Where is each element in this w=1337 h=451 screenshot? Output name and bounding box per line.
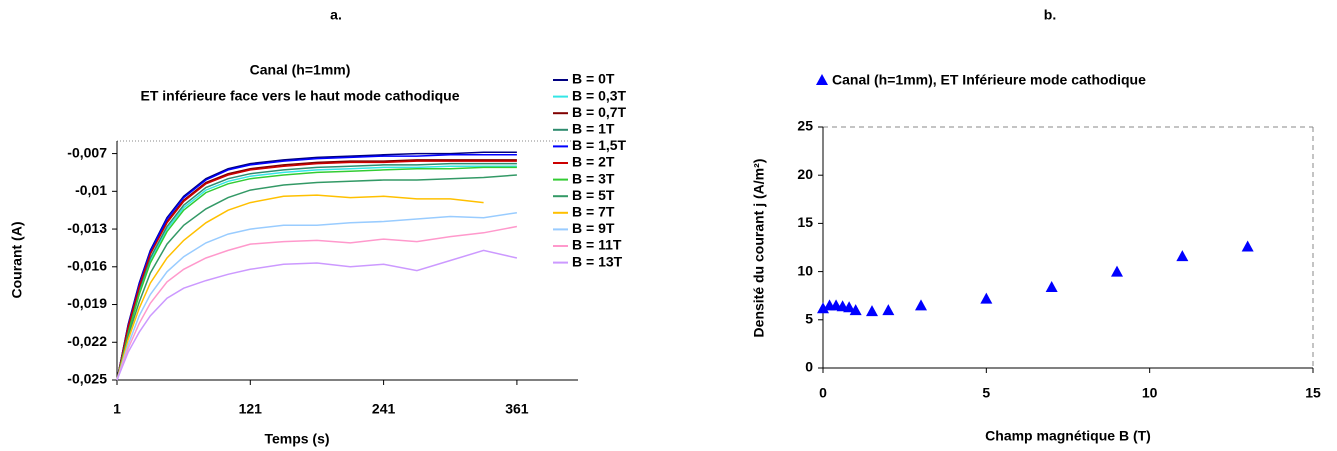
x-axis-label: Temps (s)	[264, 431, 329, 447]
y-tick-label: 20	[797, 166, 813, 182]
chart-subtitle: ET inférieure face vers le haut mode cat…	[141, 88, 460, 104]
series-line	[116, 154, 517, 381]
series-line	[116, 159, 517, 381]
point	[866, 305, 878, 317]
legend-label: B = 11T	[572, 237, 622, 253]
legend-label: B = 1T	[572, 121, 615, 137]
panel-label: b.	[1044, 7, 1056, 23]
legend-label: Canal (h=1mm), ET Inférieure mode cathod…	[832, 72, 1146, 88]
x-axis-label: Champ magnétique B (T)	[985, 428, 1151, 444]
series-line	[116, 166, 517, 381]
y-axis-label: Densité du courant j (A/m²)	[751, 159, 767, 338]
y-tick-label: 15	[797, 214, 813, 230]
legend-label: B = 0,3T	[572, 87, 627, 103]
legend-label: B = 0,7T	[572, 104, 627, 120]
series-line	[116, 162, 517, 381]
y-tick-label: -0,019	[67, 295, 107, 311]
point	[1045, 281, 1058, 293]
point	[1241, 240, 1254, 252]
y-axis-label: Courant (A)	[9, 222, 25, 299]
legend-label: B = 3T	[572, 170, 615, 186]
series-line	[116, 194, 484, 381]
x-tick-label: 15	[1305, 385, 1321, 401]
point	[843, 301, 856, 313]
legend-swatch	[816, 74, 828, 85]
y-tick-label: -0,025	[67, 371, 107, 387]
series-line	[116, 225, 518, 381]
point	[980, 292, 993, 304]
x-tick-label: 361	[505, 401, 529, 417]
legend-label: B = 0T	[572, 71, 615, 87]
point	[849, 304, 862, 316]
x-tick-label: 121	[239, 401, 263, 417]
legend-label: B = 5T	[572, 187, 615, 203]
series-line	[116, 165, 517, 381]
x-tick-label: 241	[372, 401, 396, 417]
point	[1176, 250, 1189, 262]
y-tick-label: -0,007	[67, 144, 107, 160]
series-line	[116, 249, 518, 381]
legend-label: B = 1,5T	[572, 137, 627, 153]
x-tick-label: 10	[1142, 385, 1158, 401]
legend-label: B = 9T	[572, 220, 615, 236]
y-tick-label: -0,022	[67, 333, 107, 349]
point	[882, 304, 895, 316]
y-tick-label: -0,016	[67, 257, 107, 273]
x-tick-label: 0	[819, 385, 827, 401]
y-tick-label: -0,01	[75, 182, 107, 198]
series-line	[116, 174, 517, 381]
series-line	[116, 211, 518, 381]
y-tick-label: -0,013	[67, 220, 107, 236]
point	[817, 302, 829, 314]
y-tick-label: 5	[805, 311, 813, 327]
series-line	[116, 151, 517, 381]
x-tick-label: 1	[113, 401, 121, 417]
legend-label: B = 2T	[572, 154, 615, 170]
x-tick-label: 5	[982, 385, 990, 401]
point	[1111, 265, 1123, 277]
y-tick-label: 10	[797, 262, 813, 278]
chart-title: Canal (h=1mm)	[250, 62, 351, 78]
legend-label: B = 13T	[572, 253, 623, 269]
y-tick-label: 0	[805, 359, 813, 375]
y-tick-label: 25	[797, 118, 813, 134]
panel-label: a.	[330, 7, 342, 23]
point	[915, 299, 927, 311]
legend-label: B = 7T	[572, 204, 615, 220]
series-line	[116, 160, 517, 381]
